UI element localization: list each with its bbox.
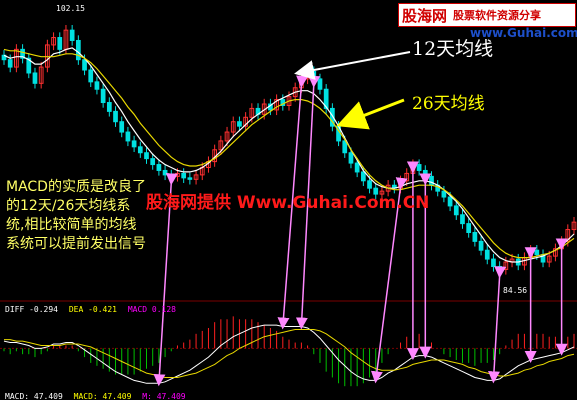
dea-line (4, 329, 575, 378)
candle-body (472, 231, 478, 242)
candle-body (150, 158, 156, 166)
candle-body (342, 140, 348, 154)
candle-body (181, 172, 187, 179)
candle-body (249, 107, 255, 118)
candle-body (156, 164, 162, 171)
candle-body (317, 78, 323, 90)
candle-body (497, 265, 503, 270)
candle-body (1, 54, 7, 61)
candle-body (162, 169, 168, 176)
brand-logo: 股海网 股票软件资源分享 (398, 3, 576, 27)
candle-body (571, 221, 577, 231)
candle-body (218, 140, 224, 151)
ma12-pointer-arrow (294, 51, 411, 80)
candle-body (144, 152, 149, 160)
macd-value: MACD 0.128 (127, 305, 176, 314)
candle-body (75, 39, 81, 61)
price-high-label: 102.15 (56, 4, 85, 13)
candle-body (348, 152, 354, 164)
ma12-label: 12天均线 (412, 38, 494, 60)
candle-body (119, 121, 125, 133)
brand-slogan: 股票软件资源分享 (453, 9, 542, 22)
candle-body (45, 44, 50, 68)
candle-body (168, 174, 174, 177)
signal-arrow (487, 266, 507, 384)
candle-body (484, 249, 490, 260)
candle-body (7, 59, 13, 68)
candle-body (565, 229, 571, 242)
brand-url: www.Guhai.com.cn (470, 26, 577, 40)
candle-body (187, 177, 193, 180)
candle-body (69, 29, 75, 41)
candle-body (106, 102, 112, 112)
signal-arrow (295, 75, 321, 330)
candle-body (20, 48, 25, 59)
candle-body (546, 255, 552, 263)
candle-body (243, 116, 248, 127)
candle-body (237, 121, 242, 127)
candle-body (131, 140, 137, 148)
candle-body (453, 205, 459, 216)
price-low-label: 84.56 (503, 286, 528, 295)
candle-body (323, 88, 329, 109)
candle-body (534, 249, 540, 256)
candle-body (51, 37, 56, 46)
bottom-value-1: MACD: 47.409 (5, 392, 63, 400)
candle-body (360, 171, 366, 182)
candle-body (125, 131, 131, 142)
candle-body (466, 223, 472, 233)
candle-body (416, 164, 422, 171)
candle-body (478, 240, 484, 251)
candle-body (32, 72, 38, 84)
bottom-header: MACD: 47.409 MACD: 47.409 M: 47.409 (5, 392, 192, 400)
dea-value: DEA -0.421 (68, 305, 117, 314)
indicator-header: DIFF -0.294 DEA -0.421 MACD 0.128 (5, 305, 182, 314)
candle-body (82, 59, 87, 71)
candle-body (113, 110, 118, 123)
candle-body (429, 175, 434, 186)
bottom-value-3: M: 47.409 (142, 392, 186, 400)
candle-body (447, 196, 453, 207)
watermark-text: 股海网提供 Www.Guhai.Com.CN (146, 193, 430, 213)
signal-arrow (370, 177, 408, 384)
signal-arrows (153, 75, 568, 387)
ma26-pointer-arrow (336, 98, 405, 130)
candle-body (230, 121, 236, 133)
ma26-label: 26天均线 (412, 94, 485, 114)
candle-body (330, 107, 335, 127)
signal-arrow (153, 173, 178, 387)
candle-body (88, 69, 94, 83)
diff-value: DIFF -0.294 (5, 305, 58, 314)
candle-body (441, 190, 447, 198)
candle-body (100, 88, 106, 104)
candle-body (57, 37, 63, 50)
bottom-value-2: MACD: 47.409 (73, 392, 132, 400)
candle-body (94, 81, 100, 90)
candle-body (311, 71, 317, 80)
candle-body (354, 162, 360, 173)
candle-body (26, 57, 32, 74)
candle-body (193, 174, 199, 180)
diff-line (3, 324, 575, 384)
candle-body (491, 258, 496, 267)
candle-body (460, 214, 465, 225)
macd-lines (3, 324, 575, 384)
candle-body (38, 66, 44, 84)
brand-name: 股海网 (402, 6, 448, 25)
candle-body (14, 48, 19, 68)
candle-body (137, 146, 143, 154)
candle-body (224, 131, 230, 142)
candle-body (422, 169, 428, 177)
macd-explanation-note: MACD的实质是改良了的12天/26天均线系统,相比较简单的均线系统可以提前发出… (6, 179, 146, 252)
